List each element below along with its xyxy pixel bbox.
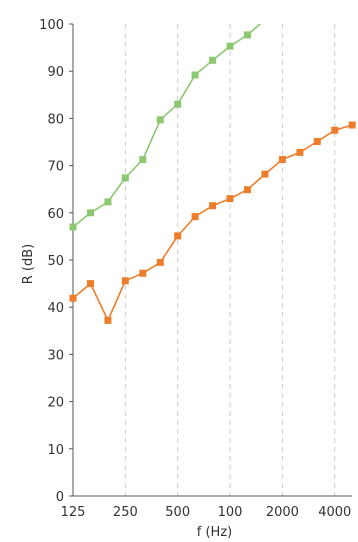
data-point (226, 195, 234, 203)
data-point (261, 170, 269, 178)
y-tick-label: 40 (47, 301, 64, 316)
y-tick-labels: 0 10 20 30 40 50 60 70 80 90 100 (39, 18, 73, 505)
data-point (121, 174, 129, 182)
y-tick-label: 50 (47, 254, 64, 269)
x-tick-label: 250 (113, 505, 138, 520)
data-point (69, 294, 77, 302)
x-tick-label: 500 (165, 505, 190, 520)
x-tick-label: 100 (218, 505, 243, 520)
data-point (296, 148, 304, 156)
data-point (278, 156, 286, 163)
data-point (331, 126, 339, 134)
data-point (348, 121, 356, 129)
y-tick-label: 80 (47, 112, 64, 127)
data-point (191, 213, 199, 221)
data-point (244, 186, 251, 194)
series-0 (69, 16, 268, 231)
axes (72, 24, 352, 497)
x-tick-label: 2000 (266, 505, 299, 520)
data-point (104, 198, 112, 206)
y-tick-label: 90 (47, 65, 64, 80)
y-tick-label: 0 (56, 490, 64, 505)
grid-lines (124, 24, 336, 496)
data-point (104, 316, 112, 324)
y-tick-label: 20 (47, 396, 64, 411)
data-point (156, 116, 164, 124)
x-tick-label: 4000 (318, 505, 351, 520)
data-point (156, 258, 164, 266)
x-tick-labels: 125 250 500 100 2000 4000 (61, 505, 352, 520)
series-line (72, 124, 353, 322)
data-point (174, 232, 182, 240)
data-point (121, 277, 129, 285)
data-point (226, 42, 234, 50)
series (69, 16, 356, 324)
y-tick-label: 70 (47, 160, 64, 175)
data-point (313, 138, 321, 145)
data-point (191, 71, 199, 79)
y-tick-label: 60 (47, 207, 64, 222)
y-tick-label: 10 (47, 443, 64, 458)
data-point (174, 100, 182, 108)
data-point (244, 31, 251, 39)
data-point (139, 269, 147, 277)
y-tick-label: 100 (39, 18, 64, 33)
x-axis-title: f (Hz) (197, 525, 232, 540)
data-point (87, 209, 94, 217)
data-point (209, 202, 217, 210)
series-1 (69, 121, 356, 324)
data-point (209, 56, 217, 64)
data-point (69, 223, 77, 231)
data-point (87, 280, 94, 288)
y-axis-title: R (dB) (21, 244, 36, 284)
y-tick-label: 30 (47, 348, 64, 363)
data-point (139, 156, 147, 163)
x-tick-label: 125 (61, 505, 86, 520)
data-point (261, 16, 268, 23)
